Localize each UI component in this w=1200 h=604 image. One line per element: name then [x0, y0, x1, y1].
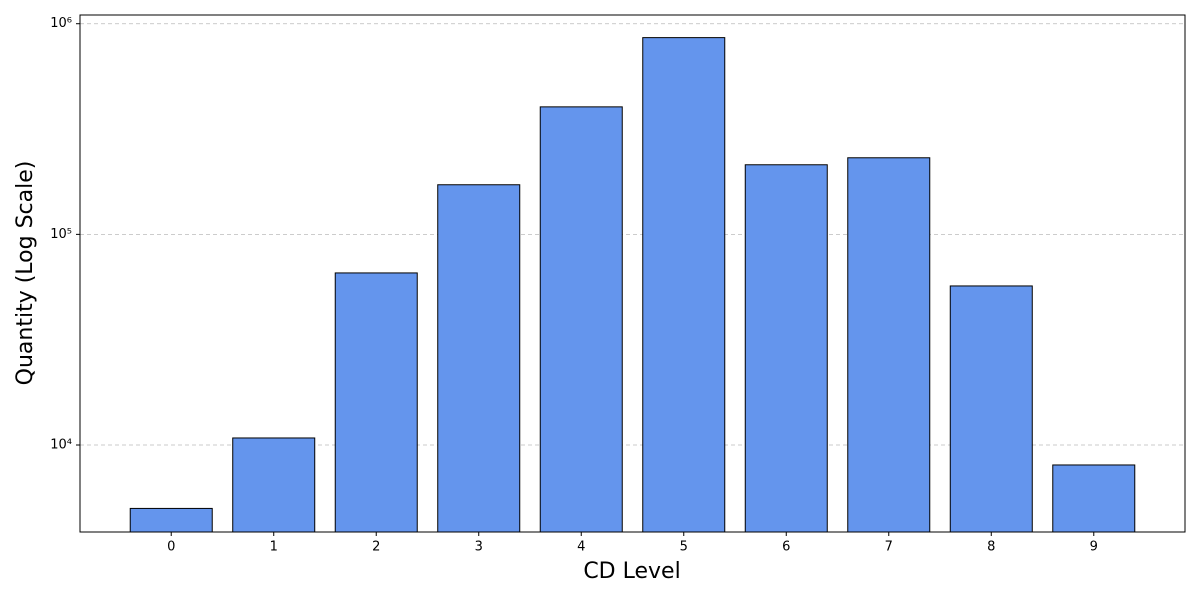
bar: [232, 437, 316, 533]
bar: [642, 37, 726, 533]
x-tick-label: 9: [1090, 540, 1098, 555]
y-axis-label: Quantity (Log Scale): [13, 161, 38, 386]
bar: [437, 184, 521, 533]
x-tick-label: 6: [782, 540, 790, 555]
plot-frame: [79, 14, 1186, 533]
bar: [847, 157, 931, 533]
y-tick-label: 10⁵: [50, 227, 72, 242]
x-tick-label: 0: [167, 540, 175, 555]
x-tick-label: 5: [680, 540, 688, 555]
bar: [539, 106, 623, 533]
bar: [744, 164, 828, 533]
bar: [949, 285, 1033, 533]
y-tick-label: 10⁴: [50, 438, 72, 453]
x-tick-label: 7: [885, 540, 893, 555]
x-tick-label: 4: [577, 540, 585, 555]
bar: [334, 272, 418, 533]
bar: [129, 507, 213, 533]
x-tick-label: 3: [475, 540, 483, 555]
x-axis-label: CD Level: [583, 559, 680, 584]
bar: [1052, 464, 1136, 533]
x-tick-label: 1: [270, 540, 278, 555]
y-tick-label: 10⁶: [50, 16, 72, 31]
x-tick-label: 2: [372, 540, 380, 555]
x-tick-label: 8: [987, 540, 995, 555]
